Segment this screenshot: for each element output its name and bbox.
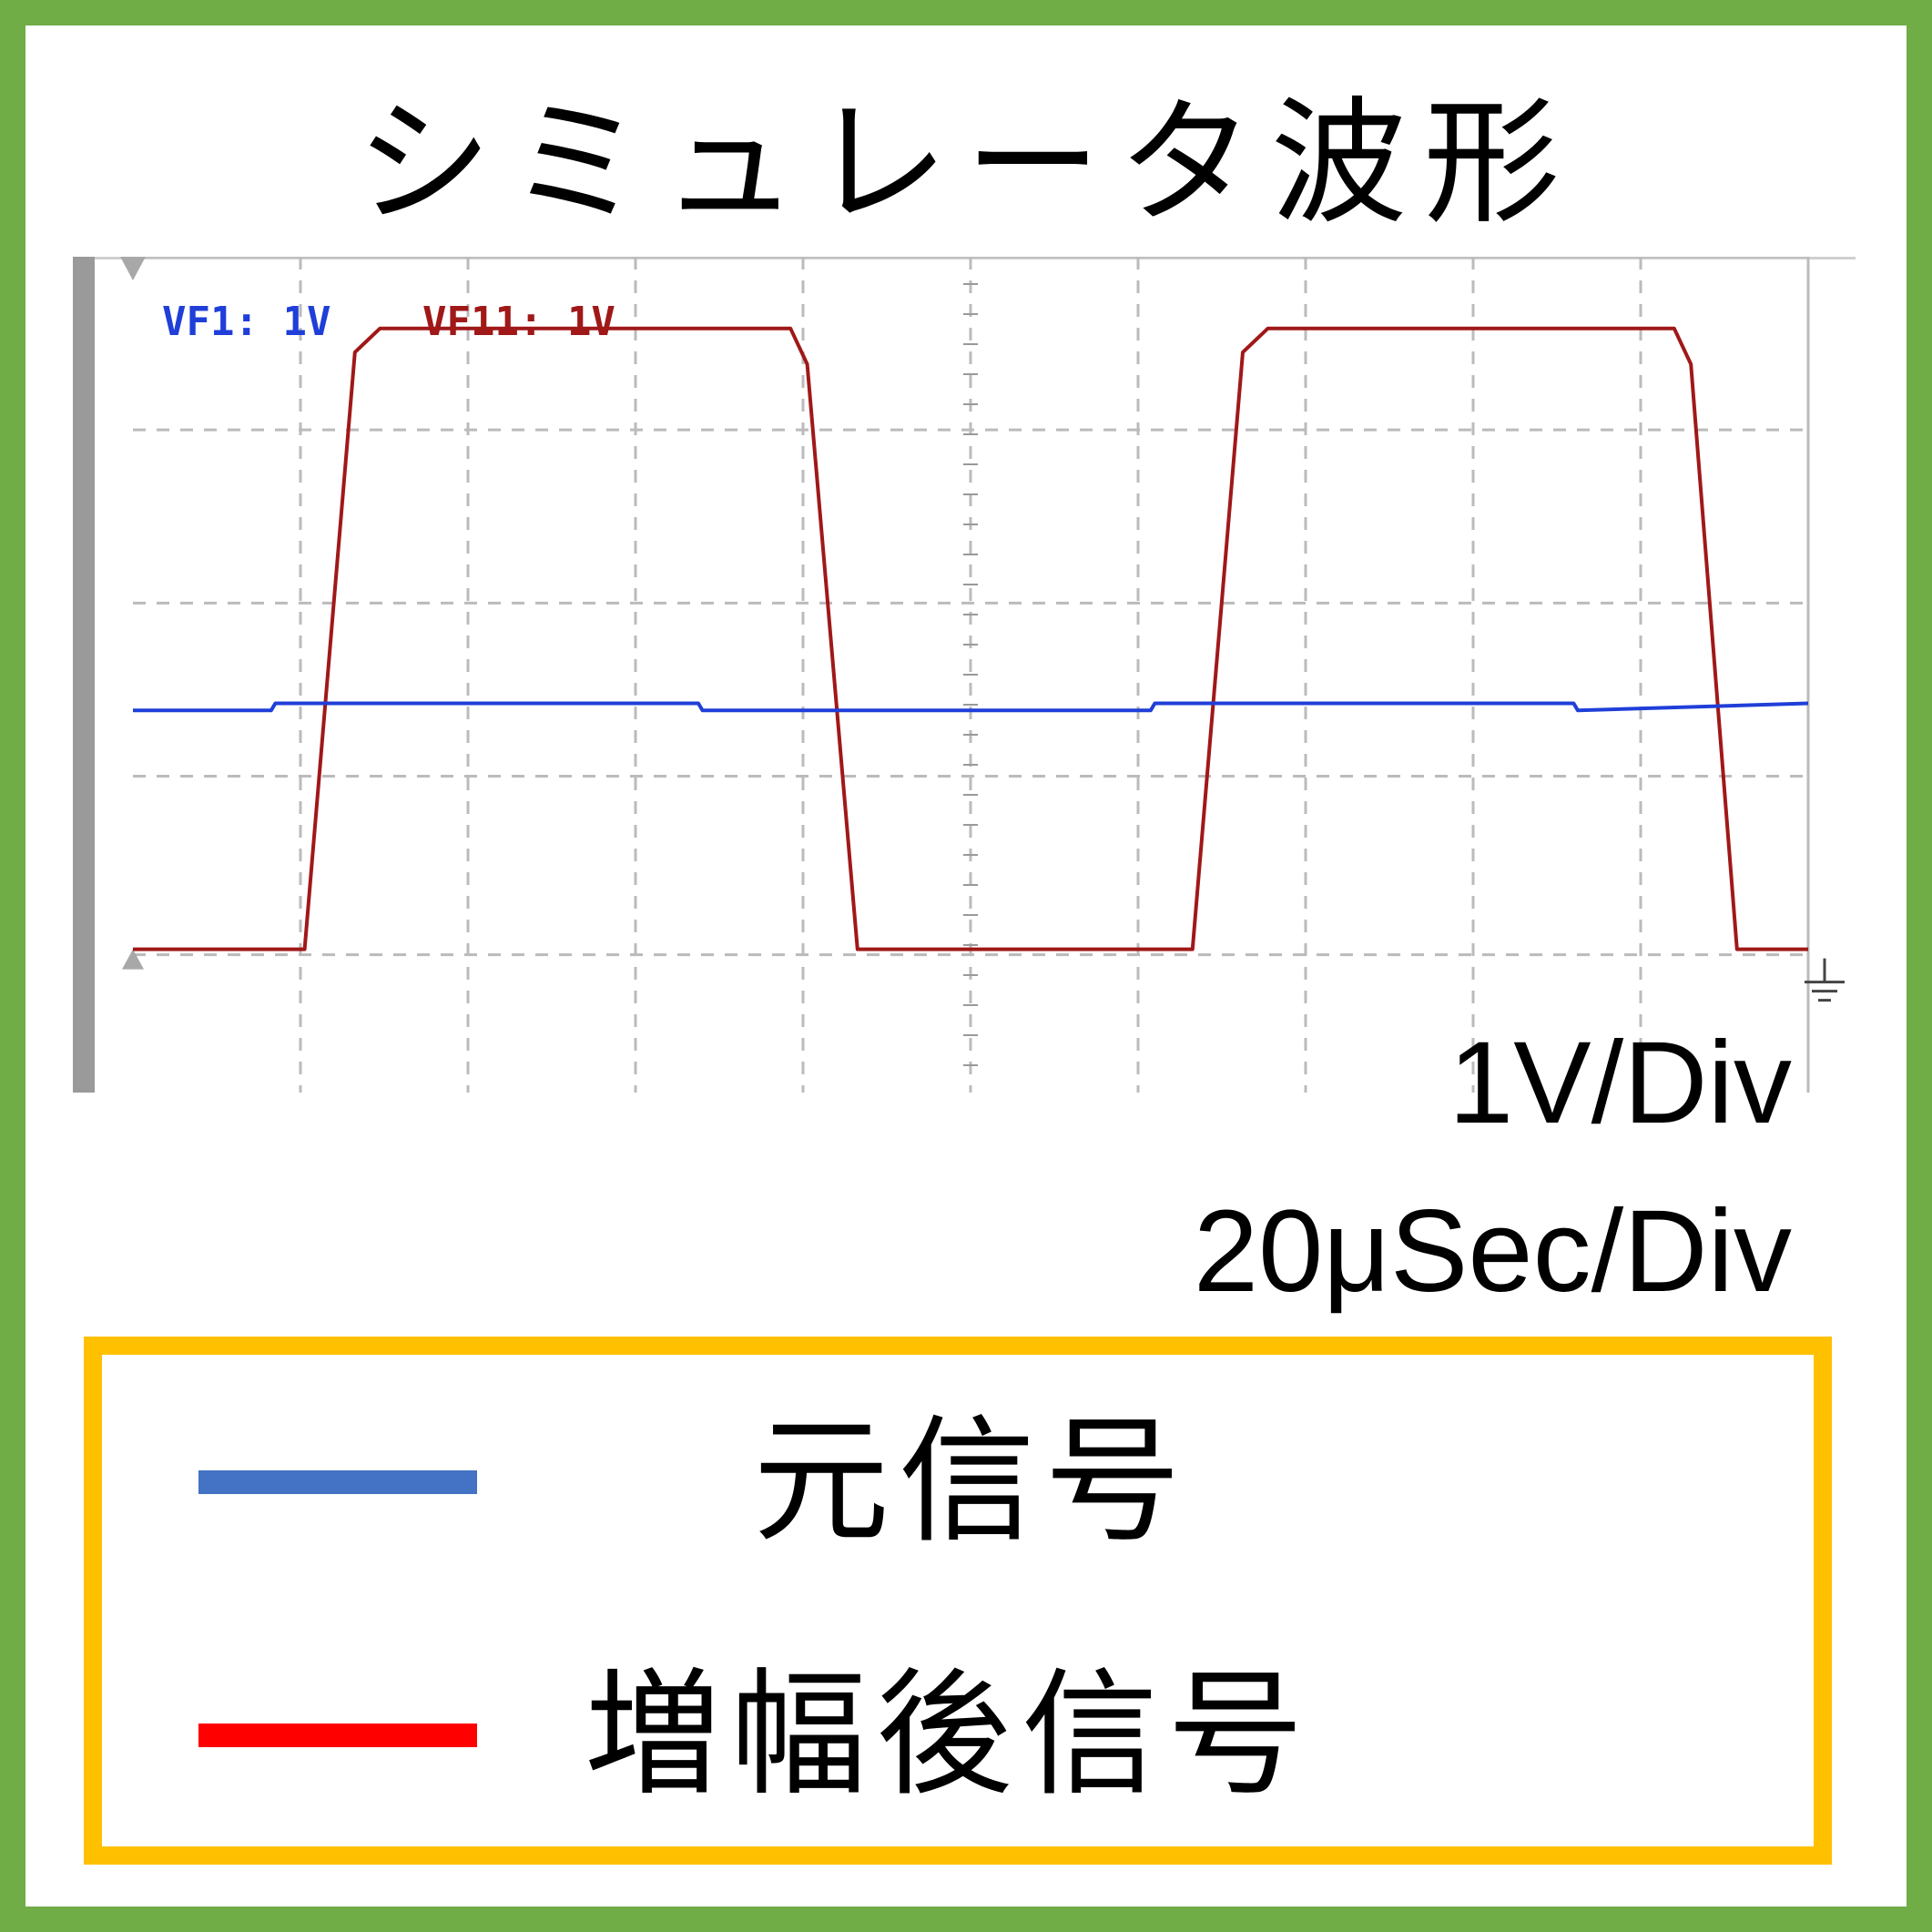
legend: 元信号 増幅後信号: [84, 1337, 1832, 1865]
trigger-marker-icon: [120, 257, 146, 280]
scope-markers: [120, 257, 1845, 1002]
trace-original-signal: [133, 701, 1809, 713]
grid: [133, 257, 1810, 1093]
channel-label-vf11: VF11: 1V: [422, 299, 615, 345]
legend-item-original: 元信号: [102, 1391, 1814, 1573]
volts-per-div: 1V/Div: [1449, 1018, 1792, 1148]
legend-swatch-blue: [198, 1470, 477, 1494]
channel-labels: VF1: 1V VF11: 1V: [162, 299, 615, 345]
traces: [133, 326, 1809, 951]
trace-amplified-signal: [133, 326, 1808, 951]
time-per-div: 20μSec/Div: [1193, 1186, 1792, 1317]
page-title: シミュレータ波形: [355, 85, 1577, 243]
ground-level-marker-icon: [122, 949, 144, 970]
legend-label-amplified: 増幅後信号: [585, 1656, 1314, 1815]
oscilloscope-chart: VF1: 1V VF11: 1V: [73, 257, 1856, 1093]
legend-swatch-red: [198, 1724, 477, 1747]
channel-label-vf1: VF1: 1V: [162, 299, 330, 345]
legend-item-amplified: 増幅後信号: [102, 1644, 1814, 1826]
scope-left-bar: [73, 257, 95, 1093]
legend-label-original: 元信号: [753, 1403, 1191, 1561]
